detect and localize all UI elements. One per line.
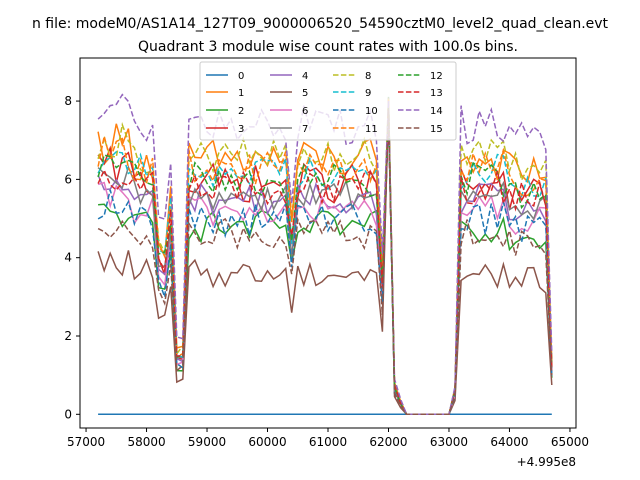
legend-label-5: 5 <box>302 88 308 99</box>
series-line-13 <box>97 115 553 416</box>
legend-box <box>199 61 457 141</box>
legend-label-13: 13 <box>430 88 443 99</box>
legend-label-2: 2 <box>238 106 244 117</box>
legend-label-8: 8 <box>365 71 371 82</box>
series-line-11 <box>97 99 553 416</box>
x-tick-label: 57000 <box>67 435 105 449</box>
series-line-5 <box>97 97 553 416</box>
x-tick-label: 58000 <box>127 435 165 449</box>
y-tick-label: 2 <box>64 329 72 343</box>
series-line-9 <box>97 106 553 416</box>
legend-label-9: 9 <box>365 88 371 99</box>
x-tick-label: 62000 <box>369 435 407 449</box>
legend-label-10: 10 <box>365 106 378 117</box>
figure-suptitle: n file: modeM0/AS1A14_127T09_9000006520_… <box>32 16 609 32</box>
x-tick-label: 65000 <box>551 435 589 449</box>
legend-label-11: 11 <box>365 124 378 135</box>
series-line-12 <box>97 107 553 416</box>
x-tick-label: 63000 <box>430 435 468 449</box>
legend-label-12: 12 <box>430 71 443 82</box>
y-tick-label: 6 <box>64 172 72 186</box>
x-offset-label: +4.995e8 <box>517 455 576 469</box>
x-tick-label: 59000 <box>188 435 226 449</box>
legend-label-0: 0 <box>238 71 244 82</box>
x-tick-label: 64000 <box>490 435 528 449</box>
x-axis: 57000 58000 59000 60000 61000 62000 63000 64000… <box>67 428 589 449</box>
series-layer <box>97 93 553 416</box>
series-line-15 <box>97 108 553 416</box>
legend-label-15: 15 <box>430 124 443 135</box>
x-tick-label: 60000 <box>248 435 286 449</box>
legend-label-14: 14 <box>430 106 443 117</box>
y-axis: 0 2 4 6 8 <box>64 94 80 421</box>
legend-label-1: 1 <box>238 88 244 99</box>
y-tick-label: 8 <box>64 94 72 108</box>
y-tick-label: 0 <box>64 407 72 421</box>
legend-label-7: 7 <box>302 124 308 135</box>
legend-label-6: 6 <box>302 106 308 117</box>
chart-title: Quadrant 3 module wise count rates with … <box>138 39 518 55</box>
series-line-14 <box>97 93 553 416</box>
legend-label-4: 4 <box>302 71 308 82</box>
legend-label-3: 3 <box>238 124 244 135</box>
x-tick-label: 61000 <box>309 435 347 449</box>
y-tick-label: 4 <box>64 251 72 265</box>
